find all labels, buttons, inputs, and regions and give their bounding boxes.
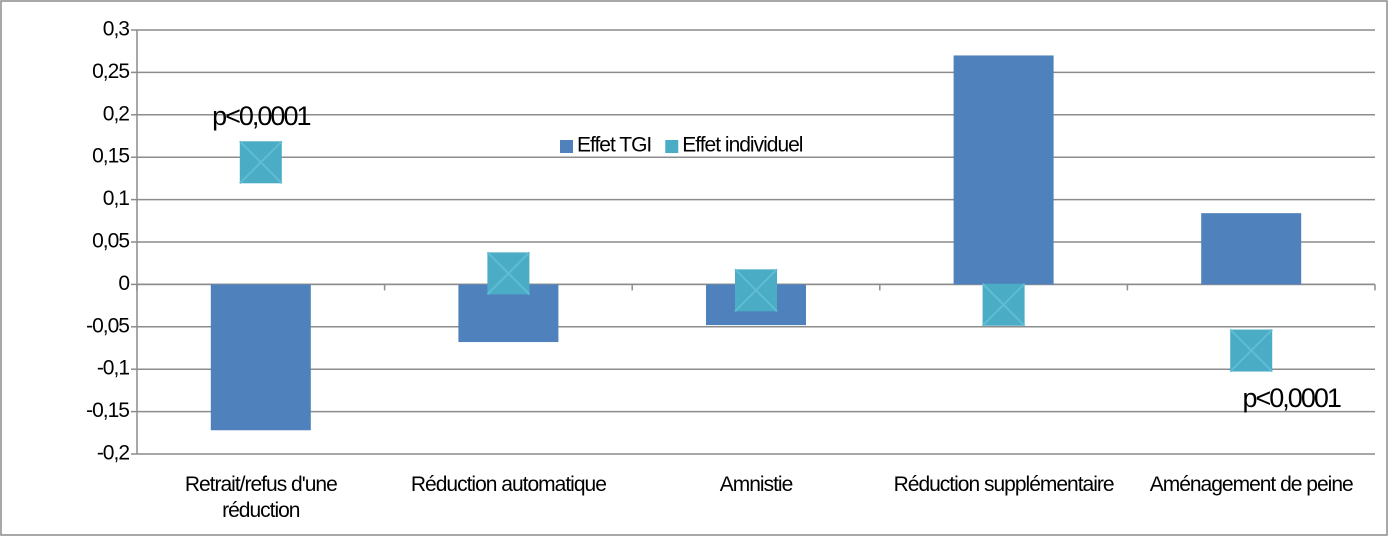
marker: [239, 140, 283, 184]
x-tick-label: Réduction supplémentaire: [893, 473, 1115, 496]
y-tick-label: -0,05: [86, 314, 129, 337]
x-tick-label: Retrait/refus d'une réduction: [184, 473, 338, 522]
x-tick-label: Aménagement de peine: [1149, 473, 1354, 496]
bar: [953, 55, 1054, 285]
annotation: p<0,0001: [1243, 383, 1341, 413]
legend-label: Effet TGI: [577, 134, 651, 157]
y-tick-label: 0,15: [92, 145, 129, 168]
annotation: p<0,0001: [212, 101, 310, 131]
y-tick-label: -0,15: [86, 399, 129, 422]
y-tick-label: -0,2: [97, 442, 130, 465]
bar: [1201, 213, 1302, 285]
y-tick-label: 0,25: [92, 60, 129, 83]
legend-swatch: [665, 140, 679, 153]
x-tick-label: Réduction automatique: [410, 473, 607, 496]
y-tick-label: 0,3: [103, 18, 130, 41]
y-tick-label: -0,1: [97, 357, 130, 380]
marker: [981, 283, 1026, 327]
bar: [210, 284, 311, 431]
y-tick-label: 0,2: [103, 102, 130, 125]
marker: [734, 268, 778, 313]
marker: [486, 251, 531, 296]
x-tick-label: Amnistie: [719, 473, 794, 496]
legend-swatch: [560, 140, 573, 153]
legend-label: Effet individuel: [682, 134, 803, 157]
y-tick-label: 0: [118, 272, 129, 295]
y-tick-label: 0,1: [103, 187, 130, 210]
marker: [1229, 328, 1273, 373]
y-tick-label: 0,05: [92, 230, 129, 253]
